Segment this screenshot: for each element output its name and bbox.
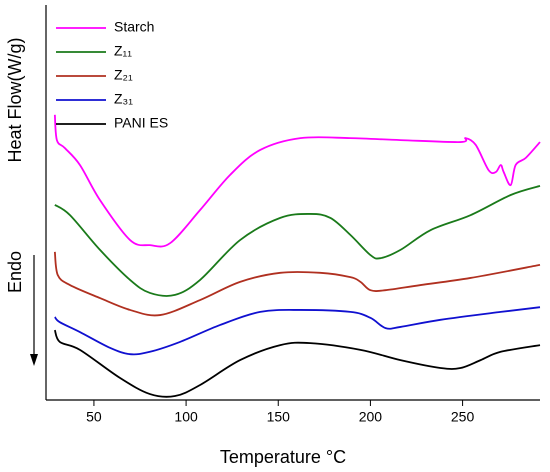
line xyxy=(53,251,541,317)
legend-label: Z₃₁ xyxy=(114,91,133,107)
line xyxy=(54,306,541,356)
x-tick-label: 250 xyxy=(451,409,475,425)
line xyxy=(53,329,541,398)
line xyxy=(54,185,541,297)
endo-arrow-head xyxy=(30,354,38,366)
legend-label: Z₂₁ xyxy=(114,67,133,83)
x-tick-label: 150 xyxy=(267,409,291,425)
x-axis-title: Temperature °C xyxy=(220,447,346,467)
line xyxy=(53,114,541,248)
legend-label: Z₁₁ xyxy=(114,43,132,59)
x-tick-label: 50 xyxy=(86,409,102,425)
x-tick-label: 100 xyxy=(174,409,198,425)
y-axis-title: Heat Flow(W/g) xyxy=(5,37,25,162)
legend-label: Starch xyxy=(114,19,154,35)
legend-label: PANI ES xyxy=(114,115,168,131)
x-tick-label: 200 xyxy=(359,409,383,425)
annotation: Endo xyxy=(5,251,25,293)
